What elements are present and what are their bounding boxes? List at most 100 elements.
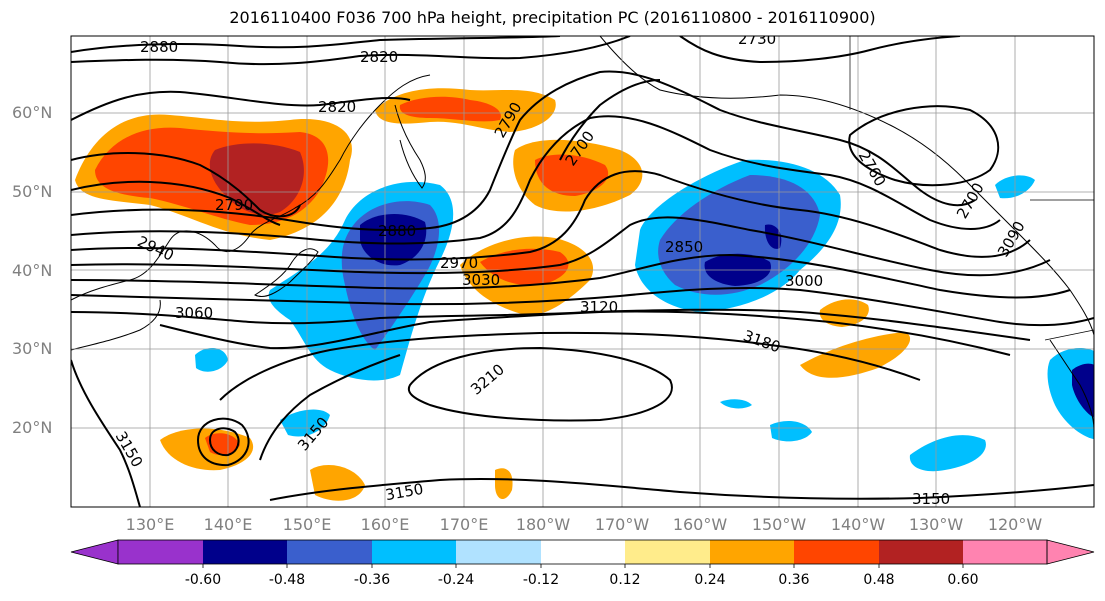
lon-label: 170°E: [439, 515, 489, 534]
colorbar-tick-label: 0.36: [778, 572, 810, 588]
borders: [849, 36, 1094, 341]
lat-label: 20°N: [12, 418, 53, 437]
lat-label: 50°N: [12, 182, 53, 201]
contour-3060: [71, 308, 1031, 341]
contour-label: 3060: [175, 304, 213, 322]
colorbar-tick-label: 0.60: [947, 572, 979, 588]
lon-label: 130°W: [908, 515, 964, 534]
contour-label: 2790: [215, 196, 253, 214]
contour-3150-japan: [259, 354, 401, 461]
colorbar-tick-label: 0.24: [694, 572, 726, 588]
contour-3180: [219, 331, 921, 401]
lon-label: 150°E: [282, 515, 332, 534]
lat-label: 30°N: [12, 339, 53, 358]
contour-label: 3150: [112, 428, 147, 470]
colorbar-segment: [203, 540, 287, 564]
precip-region-okhotsk-core: [399, 96, 501, 122]
colorbar-segment: [963, 540, 1047, 564]
lon-label: 120°W: [987, 515, 1043, 534]
contour-label: 2940: [135, 232, 177, 264]
contour-2820-a: [71, 36, 631, 66]
colorbar-tick-label: 0.48: [863, 572, 895, 588]
contour-3150-typhoon-outer: [196, 417, 250, 467]
colorbar-extend-high: [1046, 539, 1095, 565]
border-us-mexico: [1044, 329, 1094, 341]
colorbar-segment: [287, 540, 372, 564]
contour-2880: [71, 36, 561, 53]
precip-region-philippine: [160, 428, 254, 471]
colorbar: [70, 539, 1095, 568]
precip-region-dateline-core: [480, 248, 569, 286]
coastline-alaska: [599, 36, 1094, 336]
map-frame: [70, 35, 1095, 508]
colorbar-segment: [541, 540, 625, 564]
contour-2730: [679, 36, 961, 64]
map-content: 2880 2820 2730 2820 2790 2700 2760 2790 …: [71, 30, 1094, 508]
contour-2790: [71, 152, 301, 218]
colorbar-segment: [372, 540, 456, 564]
lon-label: 160°E: [360, 515, 410, 534]
precip-region-hawaii-south: [909, 435, 986, 472]
contour-2700: [559, 79, 661, 161]
lon-label: 130°E: [125, 515, 175, 534]
contour-2910: [71, 115, 1001, 245]
precip-region-small-2: [495, 468, 513, 500]
colorbar-segment: [879, 540, 963, 564]
contour-label: 2820: [318, 98, 356, 116]
precip-region-north-pacific-core2: [764, 224, 782, 249]
colorbar-tick-label: -0.24: [437, 572, 475, 588]
precip-region-small-3: [770, 420, 812, 442]
contour-label: 2820: [360, 48, 398, 66]
precip-region-gulf: [819, 299, 869, 327]
precip-negative-fields: [195, 159, 1094, 472]
colorbar-segment: [710, 540, 794, 564]
colorbar-extend-low: [70, 539, 119, 565]
contour-3150-south: [269, 478, 1094, 501]
contour-label: 2700: [953, 180, 988, 222]
contour-label: 3030: [462, 271, 500, 289]
contour-label: 2850: [665, 238, 703, 256]
precip-region-small-5: [280, 409, 330, 437]
contour-3210: [407, 346, 673, 422]
lon-label: 140°E: [203, 515, 253, 534]
colorbar-outline: [117, 539, 1048, 565]
contour-3120: [159, 310, 1011, 356]
coastline-asia-south: [71, 299, 161, 351]
colorbar-tick-label: -0.48: [268, 572, 306, 588]
precip-region-bering-core: [535, 154, 609, 196]
precip-region-small-4: [195, 348, 228, 372]
contour-label: 2880: [378, 222, 416, 240]
precip-region-japan-core: [360, 214, 427, 266]
contour-label: 3210: [467, 360, 508, 398]
coastline-kamchatka: [394, 104, 426, 189]
contour-label: 3000: [785, 272, 823, 290]
contour-label: 2970: [440, 254, 478, 272]
coastline-na-west: [1049, 339, 1094, 431]
contour-2880-mid: [71, 70, 976, 231]
contour-label: 3180: [741, 326, 783, 356]
colorbar-segment: [625, 540, 710, 564]
precip-region-small-1: [310, 465, 365, 501]
precip-positive-fields: [75, 88, 911, 501]
coastline-japan: [254, 248, 319, 297]
contour-3030: [71, 286, 1094, 327]
contour-ring-1: [848, 105, 1000, 187]
contour-label: 2730: [738, 30, 776, 48]
contour-3150-west: [71, 359, 141, 507]
height-contours: [71, 36, 1094, 507]
colorbar-segment: [794, 540, 879, 564]
lon-label: 160°W: [672, 515, 728, 534]
contour-2940: [71, 170, 1031, 261]
contour-label: 3150: [912, 490, 950, 508]
colorbar-tick-label: -0.60: [184, 572, 222, 588]
contour-label: 3120: [580, 298, 618, 316]
contour-3000: [71, 253, 1071, 299]
contour-label: 2880: [140, 38, 178, 56]
colorbar-segment: [118, 540, 203, 564]
lon-label: 180°W: [515, 515, 571, 534]
precip-region-siberia-core: [209, 143, 304, 215]
map-title: 2016110400 F036 700 hPa height, precipit…: [229, 8, 876, 27]
precip-region-small-6: [720, 399, 752, 409]
contour-2820-b: [71, 90, 411, 121]
